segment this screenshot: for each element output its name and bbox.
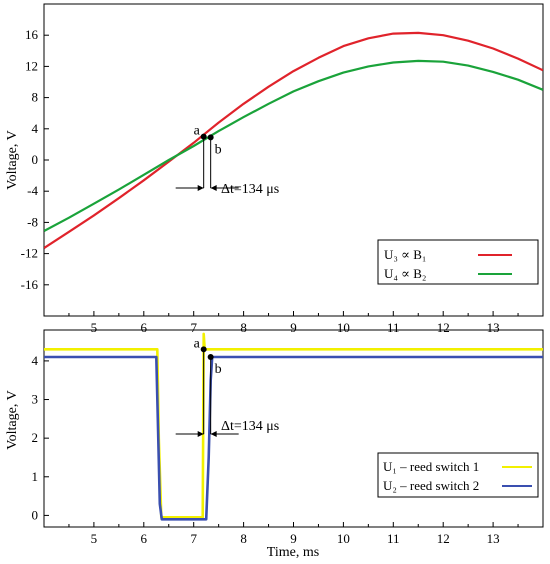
bottom-delta-t-label: Δt=134 μs [221,419,279,434]
top-legend: U₃ ∝ B₁ U₄ ∝ B₂ [377,239,539,285]
p1-marker-point-b [207,354,214,361]
p1-x-tick-label-4: 9 [290,531,297,546]
p0-delta-arrowhead-left [197,185,204,191]
top-legend-label-u3: U₃ ∝ B₁ [384,247,426,262]
p1-x-tick-label-1: 6 [141,531,148,546]
p1-delta-arrowhead-right [210,431,217,437]
p0-x-tick-label-6: 11 [387,320,400,335]
bottom-legend-label-u2: U₂ – reed switch 2 [383,478,479,493]
p1-y-tick-label-1: 3 [32,392,39,407]
bottom-legend-label-u1: U₁ – reed switch 1 [383,459,479,474]
top-y-axis-title: Voltage, V [5,130,20,189]
p0-x-tick-label-8: 13 [487,320,500,335]
p1-x-tick-label-3: 8 [240,531,247,546]
p0-y-tick-label-7: -12 [21,246,38,261]
bottom-y-axis-title: Voltage, V [5,390,20,449]
p0-marker-point-b [207,134,214,141]
p0-y-tick-label-4: 0 [32,152,39,167]
p0-series-line-0 [44,31,543,250]
p0-x-tick-label-3: 8 [240,320,247,335]
p0-x-tick-label-2: 7 [190,320,197,335]
p1-x-tick-label-2: 7 [190,531,197,546]
p1-y-tick-label-0: 4 [32,353,39,368]
p1-x-tick-label-8: 13 [487,531,500,546]
bottom-x-axis-title: Time, ms [267,545,319,560]
p0-x-tick-label-7: 12 [437,320,450,335]
p0-x-tick-label-4: 9 [290,320,297,335]
top-delta-t-label: Δt=134 μs [221,182,279,197]
p1-x-tick-label-5: 10 [337,531,350,546]
p1-x-tick-label-6: 11 [387,531,400,546]
bottom-legend-box [377,452,539,498]
p1-y-tick-label-4: 0 [32,507,39,522]
p0-y-tick-label-8: -16 [21,277,39,292]
p1-series-line-1 [44,355,543,521]
p1-marker-label-b: b [215,362,222,377]
p0-marker-label-b: b [215,142,222,157]
p1-delta-arrowhead-left [197,431,204,437]
p0-y-tick-label-1: 12 [25,58,38,73]
p1-x-tick-label-7: 12 [437,531,450,546]
p1-marker-point-a [200,346,207,353]
p0-y-tick-label-3: 4 [32,121,39,136]
bottom-markers: ab [175,336,239,437]
p0-x-tick-label-5: 10 [337,320,350,335]
p0-series-line-1 [44,59,543,232]
p0-marker-label-a: a [194,124,201,139]
p0-delta-arrowhead-right [210,185,217,191]
top-legend-box [377,239,539,285]
p1-x-tick-label-0: 5 [91,531,98,546]
top-series-layer [44,31,543,250]
p0-y-tick-label-5: -4 [27,183,38,198]
top-legend-label-u4: U₄ ∝ B₂ [384,266,426,281]
bottom-legend: U₁ – reed switch 1 U₂ – reed switch 2 [377,452,539,498]
p0-y-tick-label-2: 8 [32,90,39,105]
p0-y-tick-label-0: 16 [25,27,39,42]
top-panel: 5 6 7 8 9 10 11 12 13 16 12 8 4 0 -4 -8 -12 -16 ab Voltag… [5,3,544,335]
top-ticks: 5 6 7 8 9 10 11 12 13 16 12 8 4 0 -4 -8 -12 -16 [21,27,519,335]
p1-marker-label-a: a [194,336,201,351]
p0-y-tick-label-6: -8 [27,214,38,229]
p0-x-tick-label-1: 6 [141,320,148,335]
p1-y-tick-label-2: 2 [32,430,39,445]
top-markers: ab [175,124,239,191]
p1-y-tick-label-3: 1 [32,469,39,484]
p0-x-tick-label-0: 5 [91,320,98,335]
p0-marker-point-a [200,133,207,140]
